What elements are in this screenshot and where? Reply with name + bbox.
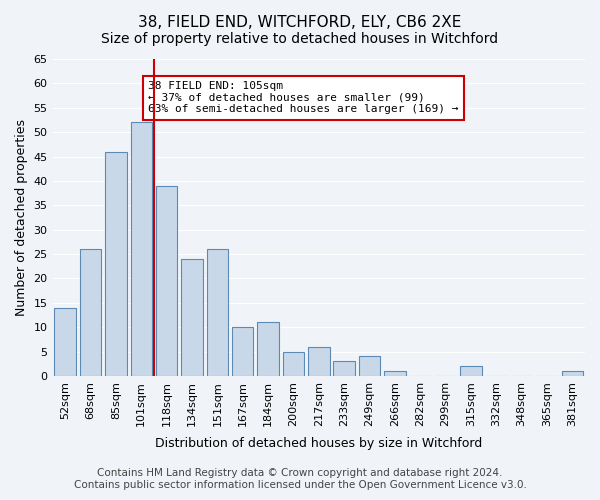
Bar [308,346,329,376]
Text: 38 FIELD END: 105sqm
← 37% of detached houses are smaller (99)
63% of semi-detac: 38 FIELD END: 105sqm ← 37% of detached h… [148,81,459,114]
Bar [562,371,583,376]
Y-axis label: Number of detached properties: Number of detached properties [15,119,28,316]
Bar [55,308,76,376]
Bar [105,152,127,376]
Bar [460,366,482,376]
Bar [283,352,304,376]
Bar [232,327,253,376]
Bar [359,356,380,376]
Text: Contains HM Land Registry data © Crown copyright and database right 2024.
Contai: Contains HM Land Registry data © Crown c… [74,468,526,490]
Bar [257,322,279,376]
Bar [181,259,203,376]
X-axis label: Distribution of detached houses by size in Witchford: Distribution of detached houses by size … [155,437,482,450]
Bar [80,249,101,376]
Text: Size of property relative to detached houses in Witchford: Size of property relative to detached ho… [101,32,499,46]
Bar [334,362,355,376]
Text: 38, FIELD END, WITCHFORD, ELY, CB6 2XE: 38, FIELD END, WITCHFORD, ELY, CB6 2XE [139,15,461,30]
Bar [384,371,406,376]
Bar [131,122,152,376]
Bar [156,186,178,376]
Bar [206,249,228,376]
